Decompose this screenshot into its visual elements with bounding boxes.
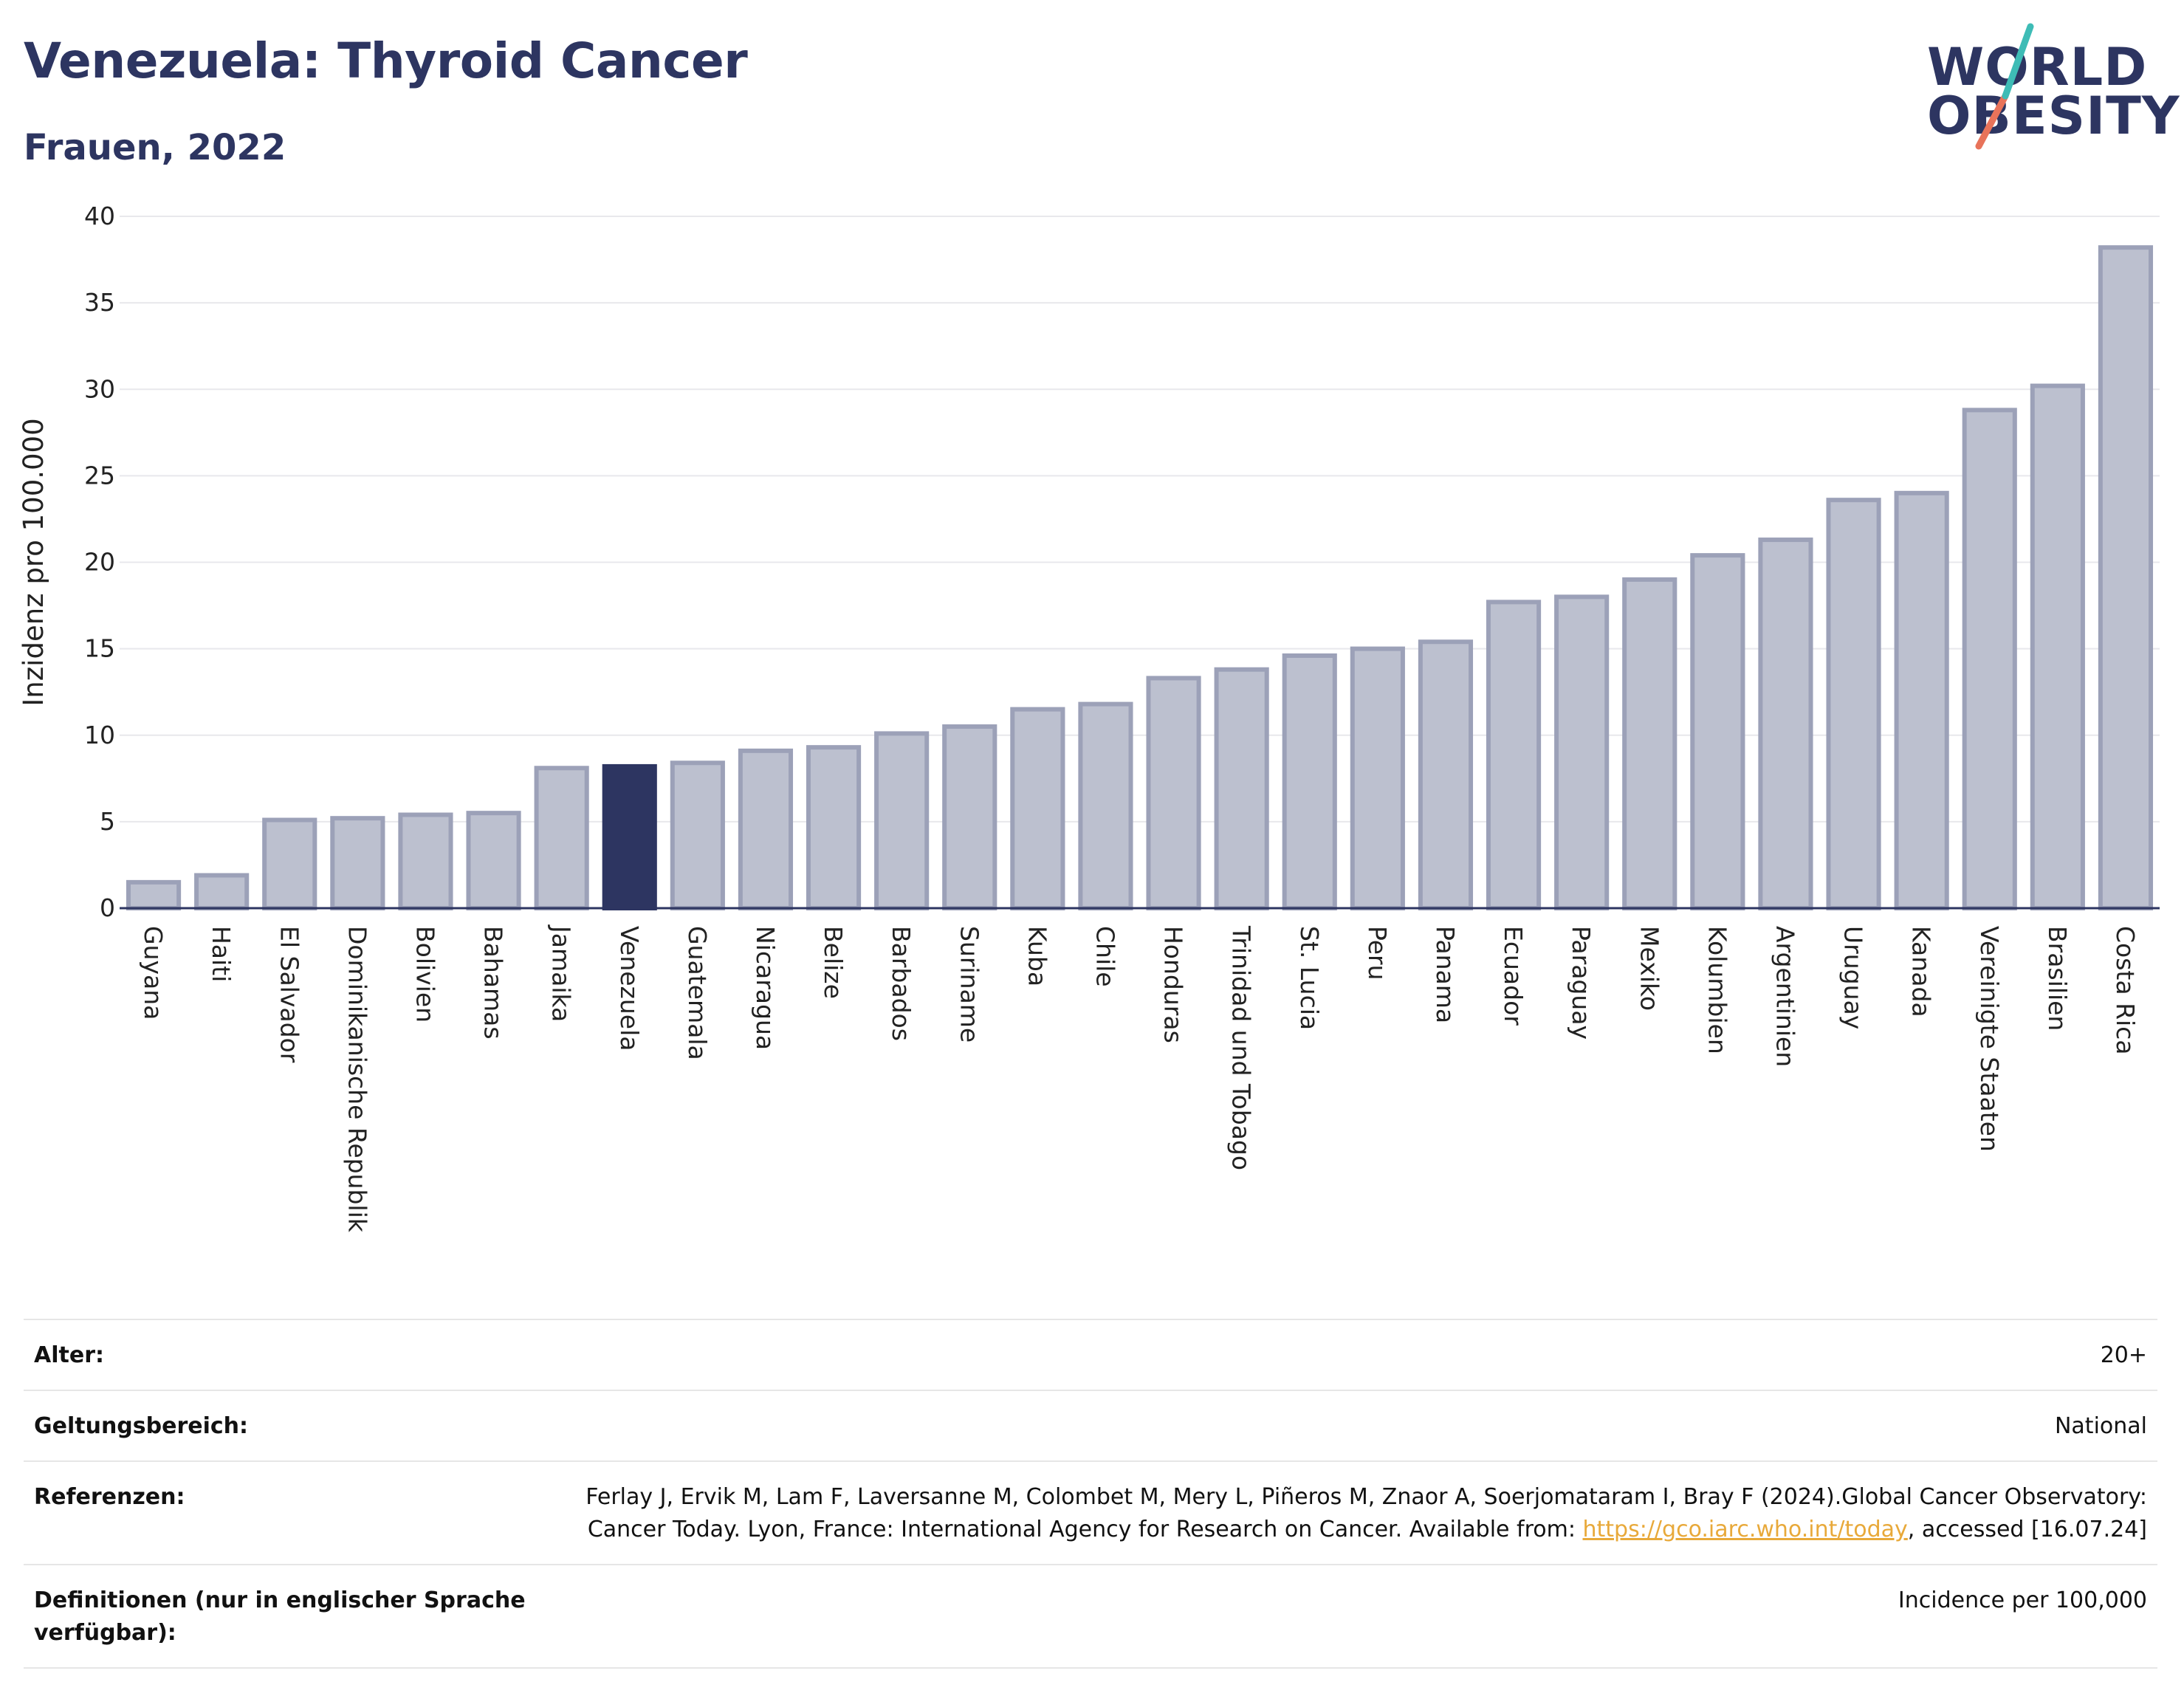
x-tick-label: Barbados bbox=[887, 926, 916, 1041]
references-accessed: , accessed [16.07.24] bbox=[1907, 1517, 2147, 1542]
bar bbox=[1622, 577, 1678, 910]
y-tick-label: 5 bbox=[100, 807, 115, 836]
bars bbox=[126, 245, 2154, 911]
x-tick-label: Bolivien bbox=[411, 926, 439, 1023]
x-tick-label: Uruguay bbox=[1839, 926, 1868, 1029]
scope-value: National bbox=[2054, 1413, 2147, 1439]
references-value: Ferlay J, Ervik M, Lam F, Laversanne M, … bbox=[566, 1481, 2147, 1546]
bar bbox=[2030, 383, 2085, 910]
bar bbox=[806, 745, 862, 911]
x-tick-label: Chile bbox=[1091, 926, 1119, 987]
x-tick-label: Costa Rica bbox=[2111, 926, 2140, 1055]
page-subtitle: Frauen, 2022 bbox=[24, 127, 286, 168]
y-tick-label: 0 bbox=[100, 893, 115, 922]
y-tick-label: 15 bbox=[84, 634, 115, 663]
y-axis-title: Inzidenz pro 100.000 bbox=[18, 418, 49, 706]
bar bbox=[1826, 498, 1881, 911]
x-tick-label: Vereinigte Staaten bbox=[1975, 926, 2004, 1152]
logo-slash-coral bbox=[1975, 92, 2009, 150]
grid-lines bbox=[120, 216, 2160, 823]
bar bbox=[1214, 667, 1269, 910]
bar bbox=[1350, 646, 1405, 910]
x-tick-label: Belize bbox=[819, 926, 848, 999]
scope-label: Geltungsbereich: bbox=[34, 1413, 249, 1439]
x-tick-label: Suriname bbox=[955, 926, 983, 1043]
x-tick-label: Dominikanische Republik bbox=[343, 926, 371, 1233]
bar-highlight bbox=[602, 763, 657, 910]
x-tick-label: Kolumbien bbox=[1703, 926, 1731, 1054]
bar bbox=[670, 761, 725, 910]
x-tick-label: Paraguay bbox=[1567, 926, 1596, 1040]
y-tick-label: 40 bbox=[84, 202, 115, 230]
world-obesity-logo: WORLD OBESITY bbox=[1927, 22, 2180, 155]
bar bbox=[534, 766, 589, 910]
y-tick-label: 35 bbox=[84, 288, 115, 317]
x-tick-label: Guyana bbox=[139, 926, 168, 1020]
bar bbox=[1486, 600, 1542, 910]
logo-word-obesity: OBESITY bbox=[1927, 86, 2180, 146]
age-value: 20+ bbox=[2100, 1342, 2147, 1368]
bar bbox=[738, 748, 794, 911]
bar bbox=[1146, 676, 1201, 910]
bar bbox=[1690, 553, 1745, 910]
info-row-age: Alter: 20+ bbox=[24, 1319, 2157, 1390]
logo-word-world: WORLD bbox=[1927, 37, 2148, 97]
bar bbox=[1554, 594, 1610, 910]
definitions-label: Definitionen (nur in englischer Sprache … bbox=[34, 1587, 526, 1646]
y-tick-label: 10 bbox=[84, 721, 115, 749]
bar bbox=[1418, 639, 1474, 910]
logo-slash-icon bbox=[1975, 23, 2034, 150]
age-label: Alter: bbox=[34, 1342, 104, 1368]
bar-chart: 0 5 10 15 20 25 30 35 40 Guyana Haiti El Salvador D… bbox=[18, 202, 2160, 1233]
x-tick-label: El Salvador bbox=[275, 926, 303, 1063]
y-tick-label: 20 bbox=[84, 548, 115, 577]
bar bbox=[2098, 245, 2154, 911]
x-tick-label: Kanada bbox=[1907, 926, 1936, 1017]
bar bbox=[1758, 538, 1813, 910]
x-tick-label: Jamaika bbox=[547, 924, 576, 1022]
x-tick-label: Panama bbox=[1431, 926, 1460, 1023]
x-tick-label: St. Lucia bbox=[1295, 926, 1324, 1030]
definitions-value: Incidence per 100,000 bbox=[1898, 1587, 2147, 1613]
x-tick-label: Haiti bbox=[207, 926, 236, 982]
info-row-references: Referenzen: Ferlay J, Ervik M, Lam F, La… bbox=[24, 1460, 2157, 1564]
bar bbox=[1962, 408, 2017, 910]
info-row-definitions: Definitionen (nur in englischer Sprache … bbox=[24, 1564, 2157, 1669]
x-tick-label: Ecuador bbox=[1499, 926, 1528, 1026]
bar bbox=[398, 812, 453, 911]
references-label: Referenzen: bbox=[34, 1484, 185, 1510]
bar bbox=[874, 731, 930, 910]
x-tick-label: Nicaragua bbox=[751, 926, 780, 1050]
bar bbox=[1010, 707, 1065, 910]
x-tick-label: Kuba bbox=[1023, 926, 1051, 986]
x-tick-label: Guatemala bbox=[683, 926, 712, 1060]
y-tick-label: 30 bbox=[84, 374, 115, 403]
x-tick-label: Mexiko bbox=[1635, 926, 1663, 1011]
x-tick-label: Bahamas bbox=[479, 926, 508, 1040]
bar bbox=[1894, 490, 1949, 910]
y-tick-label: 25 bbox=[84, 461, 115, 490]
x-tick-labels: Guyana Haiti El Salvador Dominikanische Rep… bbox=[139, 924, 2140, 1233]
bar bbox=[942, 724, 997, 910]
bar bbox=[466, 811, 521, 910]
bar bbox=[330, 816, 385, 910]
x-tick-label: Peru bbox=[1363, 926, 1392, 981]
references-link[interactable]: https://gco.iarc.who.int/today bbox=[1582, 1517, 1908, 1542]
y-tick-labels: 0 5 10 15 20 25 30 35 40 bbox=[84, 202, 115, 922]
bar bbox=[1282, 653, 1337, 910]
x-tick-label: Brasilien bbox=[2043, 926, 2072, 1031]
x-tick-label: Honduras bbox=[1159, 926, 1188, 1043]
bar bbox=[126, 879, 182, 910]
bar bbox=[262, 817, 317, 910]
x-tick-label: Argentinien bbox=[1771, 926, 1799, 1067]
info-table: Alter: 20+ Geltungsbereich: National Ref… bbox=[24, 1319, 2157, 1669]
page-title: Venezuela: Thyroid Cancer bbox=[24, 32, 748, 89]
references-text: Ferlay J, Ervik M, Lam F, Laversanne M, … bbox=[586, 1484, 2147, 1542]
x-tick-label: Venezuela bbox=[615, 926, 644, 1051]
x-tick-label: Trinidad und Tobago bbox=[1227, 925, 1256, 1170]
bar bbox=[1078, 701, 1133, 911]
info-row-scope: Geltungsbereich: National bbox=[24, 1390, 2157, 1460]
bar bbox=[194, 873, 250, 910]
logo-slash-teal bbox=[2002, 23, 2034, 100]
